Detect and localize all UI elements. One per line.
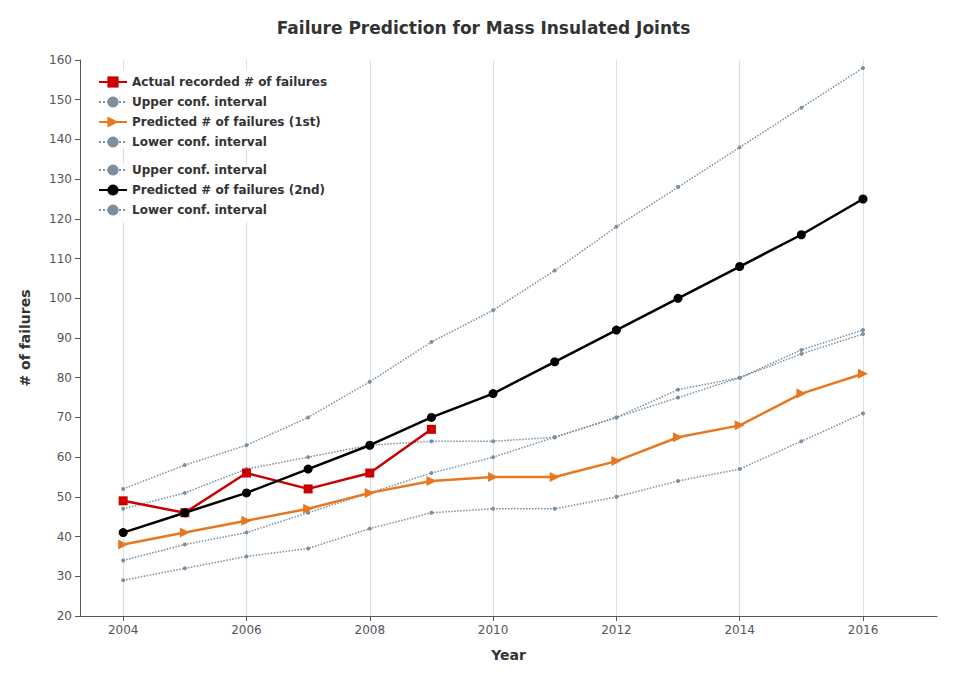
- svg-text:60: 60: [57, 450, 72, 464]
- svg-text:20: 20: [57, 609, 72, 623]
- svg-text:2010: 2010: [478, 623, 509, 637]
- svg-text:90: 90: [57, 331, 72, 345]
- svg-text:140: 140: [49, 132, 72, 146]
- svg-text:Lower conf. interval: Lower conf. interval: [132, 135, 267, 149]
- svg-text:Year: Year: [490, 647, 526, 663]
- svg-text:30: 30: [57, 569, 72, 583]
- svg-text:Upper conf. interval: Upper conf. interval: [132, 95, 267, 109]
- svg-text:# of failures: # of failures: [17, 289, 33, 386]
- svg-text:2016: 2016: [848, 623, 879, 637]
- svg-text:Predicted # of failures (2nd): Predicted # of failures (2nd): [132, 183, 325, 197]
- svg-text:2006: 2006: [231, 623, 262, 637]
- svg-text:Predicted # of failures (1st): Predicted # of failures (1st): [132, 115, 321, 129]
- svg-text:40: 40: [57, 530, 72, 544]
- svg-text:Lower conf. interval: Lower conf. interval: [132, 203, 267, 217]
- svg-text:110: 110: [49, 252, 72, 266]
- svg-text:Upper conf. interval: Upper conf. interval: [132, 163, 267, 177]
- svg-text:80: 80: [57, 371, 72, 385]
- svg-text:70: 70: [57, 410, 72, 424]
- svg-text:130: 130: [49, 172, 72, 186]
- svg-text:150: 150: [49, 93, 72, 107]
- svg-text:50: 50: [57, 490, 72, 504]
- svg-text:2014: 2014: [724, 623, 755, 637]
- svg-text:120: 120: [49, 212, 72, 226]
- svg-text:2004: 2004: [108, 623, 139, 637]
- svg-text:2008: 2008: [355, 623, 386, 637]
- svg-text:160: 160: [49, 53, 72, 67]
- svg-text:Actual recorded # of failures: Actual recorded # of failures: [132, 75, 327, 89]
- svg-text:100: 100: [49, 291, 72, 305]
- svg-text:2012: 2012: [601, 623, 632, 637]
- svg-text:Failure Prediction for Mass In: Failure Prediction for Mass Insulated Jo…: [277, 18, 691, 38]
